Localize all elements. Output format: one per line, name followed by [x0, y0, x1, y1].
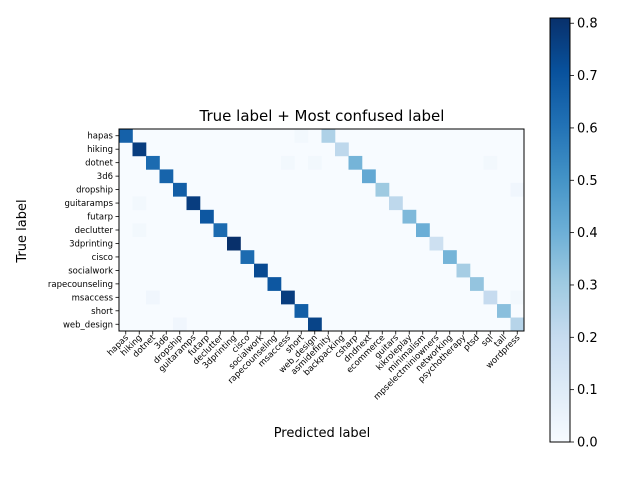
x-axis-label: Predicted label: [274, 426, 371, 441]
heatmap-cell: [200, 209, 214, 224]
y-tick-label: futarp: [87, 213, 113, 223]
chart-title: True label + Most confused label: [199, 107, 445, 125]
heatmap-cell: [132, 223, 147, 238]
heatmap-cell: [119, 129, 133, 143]
colorbar-tick-label: 0.4: [577, 226, 598, 241]
y-tick-label: dropship: [76, 186, 113, 196]
heatmap-cell: [497, 304, 511, 318]
heatmap-cell: [348, 155, 363, 170]
heatmap-plot-area: [118, 128, 525, 332]
heatmap-cell: [146, 290, 160, 305]
heatmap-cell: [321, 129, 336, 143]
heatmap-cell: [443, 250, 457, 264]
heatmap-cell: [281, 155, 295, 170]
colorbar-tick-label: 0.8: [577, 17, 598, 32]
colorbar-tick-label: 0.2: [577, 331, 598, 346]
y-tick-label: declutter: [75, 226, 114, 236]
y-tick-label: guitaramps: [65, 199, 114, 209]
heatmap-cell: [132, 196, 147, 211]
heatmap-cell: [510, 182, 525, 197]
y-tick-label: 3d6: [97, 172, 113, 182]
heatmap-cell: [132, 142, 147, 157]
colorbar-tick-label: 0.7: [577, 69, 598, 84]
heatmap-cell: [186, 196, 201, 211]
heatmap-cell: [456, 263, 471, 278]
x-axis-ticks: hapashikingdotnet3d6dropshipguitarampsfu…: [106, 331, 523, 402]
heatmap-cell: [308, 155, 322, 170]
x-tick-label: ptsd: [462, 333, 482, 353]
heatmap-cell: [213, 223, 228, 238]
heatmap-cell: [510, 317, 525, 332]
y-tick-label: dotnet: [85, 159, 114, 169]
y-tick-label: socialwork: [68, 266, 113, 276]
heatmap-cell: [362, 169, 376, 184]
y-tick-label: hapas: [87, 132, 113, 142]
heatmap-cell: [483, 290, 498, 305]
heatmap-cell: [294, 304, 309, 318]
heatmap-cell: [375, 182, 390, 197]
heatmap-cell: [173, 182, 187, 197]
heatmap-cell: [159, 169, 174, 184]
colorbar-tick-label: 0.5: [577, 174, 598, 189]
heatmap-cell: [294, 129, 309, 143]
colorbar: [549, 17, 571, 443]
y-tick-label: rapecounseling: [48, 280, 113, 290]
heatmap-cell: [173, 317, 187, 332]
heatmap-cell: [470, 277, 484, 291]
heatmap-cell: [429, 236, 444, 251]
heatmap-cell: [335, 142, 349, 157]
colorbar-tick-label: 0.3: [577, 278, 598, 293]
y-tick-label: 3dprinting: [69, 239, 113, 249]
colorbar-ticks: 0.0 0.1 0.2 0.3 0.4 0.5 0.6 0.7 0.8: [570, 17, 598, 451]
y-axis-label: True label: [15, 199, 30, 263]
heatmap-cell: [402, 209, 417, 224]
heatmap-cell: [254, 263, 268, 278]
colorbar-tick-label: 0.6: [577, 121, 598, 136]
heatmap-cell: [416, 223, 430, 238]
heatmap-cell: [267, 277, 282, 291]
y-tick-label: web_design: [63, 320, 113, 330]
heatmap-cell: [240, 250, 255, 264]
heatmap-cell: [483, 155, 498, 170]
colorbar-tick-label: 0.0: [577, 436, 598, 451]
y-tick-label: msaccess: [72, 293, 114, 303]
heatmap-cell: [308, 317, 322, 332]
heatmap-cell: [389, 196, 403, 211]
heatmap-cell: [227, 236, 241, 251]
heatmap-cell: [146, 155, 160, 170]
colorbar-tick-label: 0.1: [577, 383, 598, 398]
y-tick-label: hiking: [87, 145, 113, 155]
y-tick-label: short: [91, 307, 114, 317]
y-axis-ticks: hapas hiking dotnet 3d6 dropship guitaramps fu…: [48, 132, 119, 330]
heatmap-cell: [510, 290, 525, 305]
y-tick-label: cisco: [92, 253, 113, 263]
heatmap-cell: [281, 290, 295, 305]
